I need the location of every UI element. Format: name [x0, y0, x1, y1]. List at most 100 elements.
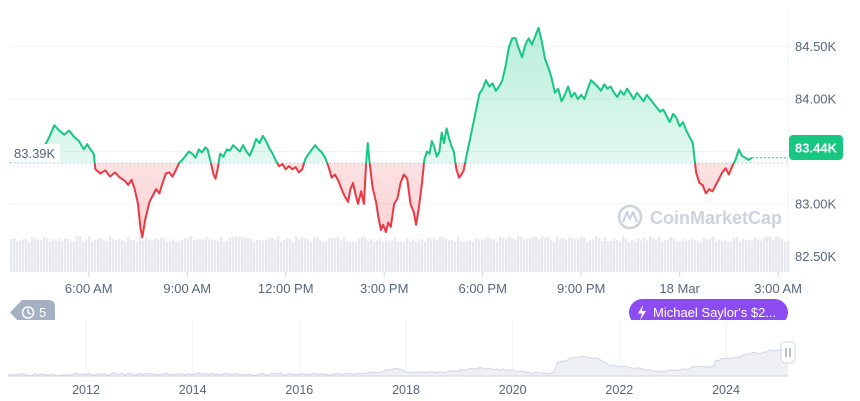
volume-bar [391, 240, 394, 272]
volume-bar [745, 240, 748, 272]
volume-bar [634, 240, 637, 272]
volume-bar [124, 241, 127, 272]
volume-bar [595, 236, 598, 272]
volume-bar [301, 236, 304, 272]
events-count: 5 [39, 305, 46, 320]
events-button[interactable]: 5 [10, 300, 55, 325]
volume-bar [355, 241, 358, 272]
volume-bar [727, 241, 730, 272]
volume-bar [442, 237, 445, 272]
volume-bar [631, 239, 634, 272]
volume-bar [100, 237, 103, 272]
volume-bar [352, 241, 355, 272]
volume-bar [508, 236, 511, 272]
volume-bar [202, 239, 205, 272]
navigator-year-label: 2018 [392, 383, 420, 397]
volume-bar [664, 239, 667, 272]
volume-bar [166, 241, 169, 272]
volume-bar [583, 237, 586, 272]
volume-bar [19, 240, 22, 272]
volume-bar [178, 241, 181, 272]
volume-bar [346, 240, 349, 272]
volume-bar [658, 237, 661, 272]
volume-bar [724, 239, 727, 272]
volume-bar [559, 238, 562, 272]
volume-bar [712, 236, 715, 272]
news-pill-bg[interactable] [629, 299, 788, 326]
volume-bar [310, 241, 313, 272]
watermark-text: CoinMarketCap [650, 208, 782, 228]
volume-bar [748, 239, 751, 272]
volume-bar [574, 238, 577, 272]
volume-bar [31, 236, 34, 272]
volume-bar [451, 239, 454, 272]
volume-bar [625, 238, 628, 272]
volume-bar [187, 238, 190, 272]
volume-bar [715, 241, 718, 272]
volume-bar [610, 240, 613, 272]
volume-bar [553, 241, 556, 272]
volume-bar [253, 241, 256, 272]
volume-bar [619, 241, 622, 272]
y-tick-label: 83.00K [795, 196, 837, 211]
volume-bar [427, 237, 430, 272]
volume-bar [40, 240, 43, 272]
events-button-bg[interactable] [10, 300, 55, 325]
volume-bar [742, 238, 745, 272]
volume-bar [226, 240, 229, 272]
volume-bar [607, 240, 610, 272]
volume-bar [265, 239, 268, 272]
volume-bar [502, 238, 505, 272]
volume-bar [325, 241, 328, 272]
volume-bar [418, 239, 421, 272]
volume-bar [466, 240, 469, 272]
volume-bar [589, 239, 592, 272]
navigator-line [7, 347, 789, 377]
volume-bar [169, 240, 172, 272]
volume-bar [616, 240, 619, 272]
volume-bar [529, 237, 532, 272]
x-tick-label: 3:00 AM [754, 281, 802, 296]
volume-bar [580, 236, 583, 272]
volume-bar [217, 240, 220, 272]
volume-bar [718, 239, 721, 272]
volume-bar [304, 238, 307, 272]
volume-bar [343, 237, 346, 272]
volume-bar [340, 240, 343, 272]
volume-bar [487, 236, 490, 272]
volume-bar [682, 239, 685, 272]
navigator-year-label: 2014 [179, 383, 207, 397]
volume-bar [670, 236, 673, 272]
news-pill-label: Michael Saylor's $2... [653, 305, 776, 320]
volume-bar [679, 241, 682, 272]
volume-bar [298, 239, 301, 272]
volume-bar [235, 236, 238, 272]
volume-bar [82, 241, 85, 272]
volume-bar [91, 240, 94, 272]
volume-bar [736, 236, 739, 272]
y-tick-label: 82.50K [795, 249, 837, 264]
news-event-pill[interactable]: Michael Saylor's $2... [629, 299, 788, 326]
volume-bar [673, 238, 676, 272]
volume-bar [256, 240, 259, 272]
volume-bar [223, 241, 226, 272]
volume-bar [730, 241, 733, 272]
coinmarketcap-logo-icon [617, 204, 643, 230]
volume-bar [754, 237, 757, 272]
volume-bar [496, 241, 499, 272]
volume-bar [88, 236, 91, 272]
volume-bar [424, 241, 427, 272]
history-navigator[interactable] [7, 320, 789, 377]
navigator-handle[interactable] [780, 341, 796, 364]
navigator-year-label: 2016 [285, 383, 313, 397]
volume-bar [130, 239, 133, 272]
volume-bar [280, 241, 283, 272]
volume-bar [283, 239, 286, 272]
volume-bar [196, 239, 199, 272]
volume-bar [46, 238, 49, 272]
volume-bar [649, 236, 652, 272]
volume-bar [703, 237, 706, 272]
volume-bar [109, 236, 112, 272]
